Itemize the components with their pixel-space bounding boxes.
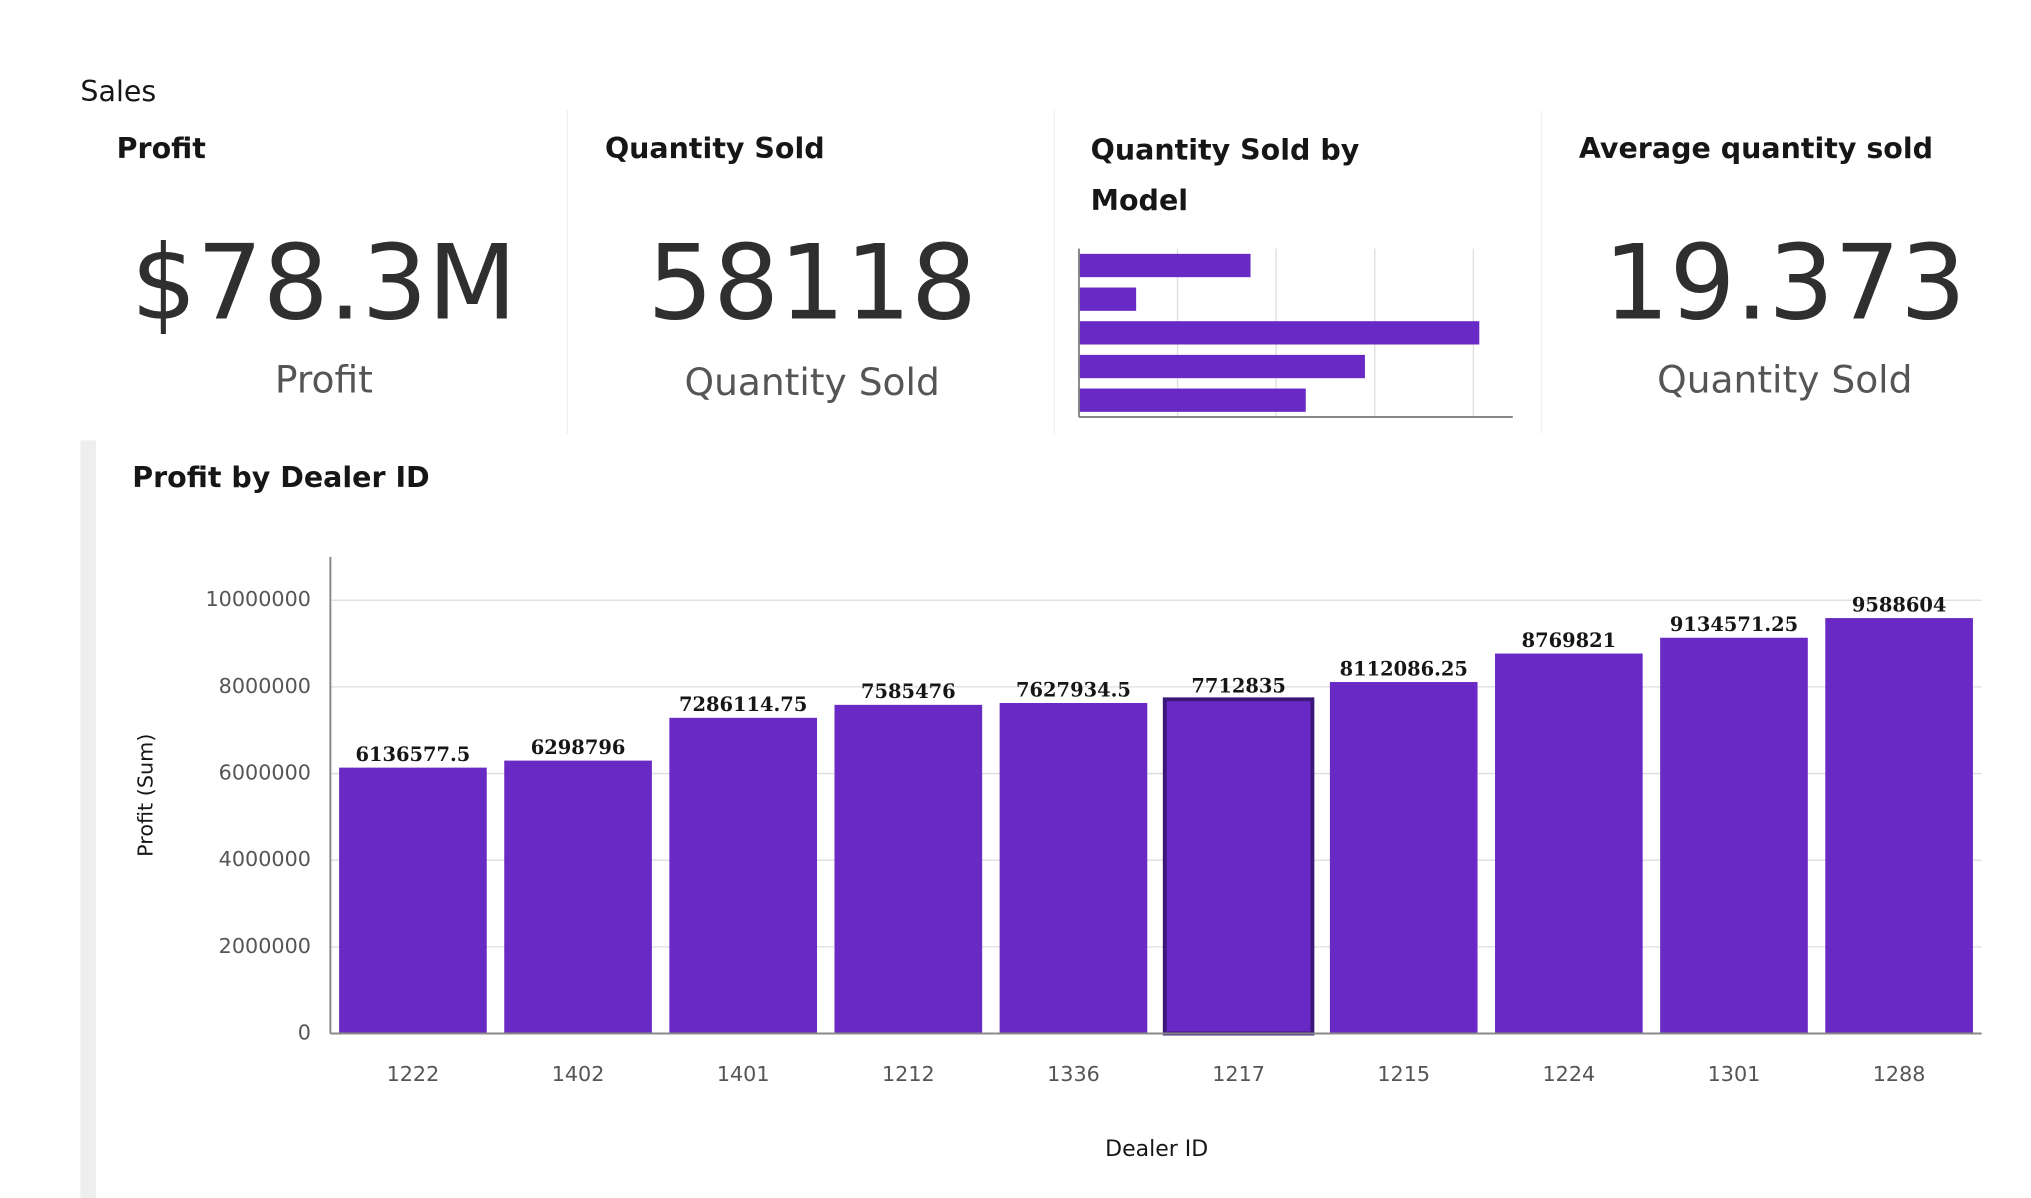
kpi-label: Quantity Sold bbox=[1657, 358, 1912, 402]
x-axis-title: Dealer ID bbox=[1105, 1137, 1208, 1162]
bar bbox=[1660, 637, 1808, 1034]
value-label: 7585476 bbox=[861, 680, 956, 703]
x-tick-label: 1215 bbox=[1377, 1062, 1430, 1086]
y-tick-label: 6000000 bbox=[219, 761, 311, 785]
bar bbox=[1078, 321, 1480, 345]
x-tick-label: 1217 bbox=[1212, 1062, 1265, 1086]
kpi-label: Quantity Sold bbox=[685, 360, 940, 404]
value-label: 8769821 bbox=[1522, 629, 1617, 652]
bar bbox=[1329, 682, 1478, 1034]
page-title: Sales bbox=[80, 75, 156, 108]
x-tick-label: 1402 bbox=[552, 1062, 605, 1086]
x-tick-label: 1224 bbox=[1542, 1062, 1595, 1086]
bar bbox=[1495, 653, 1643, 1034]
kpi-value: 19.373 bbox=[1604, 223, 1967, 343]
x-tick-label: 1401 bbox=[717, 1062, 770, 1086]
y-tick-label: 10000000 bbox=[205, 587, 310, 611]
tile-title: Average quantity sold bbox=[1579, 132, 1933, 165]
bar bbox=[1825, 618, 1973, 1034]
tile-title-box: Quantity Sold by Model bbox=[1090, 134, 1360, 218]
chart-title: Profit by Dealer ID bbox=[132, 461, 430, 494]
bar bbox=[1078, 388, 1306, 412]
tile-title: Profit bbox=[117, 132, 206, 165]
value-label: 7627934.5 bbox=[1016, 678, 1131, 701]
y-axis-title: Profit (Sum) bbox=[133, 734, 157, 857]
value-label: 7286114.75 bbox=[679, 693, 807, 716]
value-label: 6136577.5 bbox=[356, 743, 471, 766]
x-tick-label: 1301 bbox=[1708, 1062, 1761, 1086]
bar bbox=[339, 767, 487, 1034]
y-tick-label: 8000000 bbox=[219, 674, 311, 698]
kpi-value: 58118 bbox=[647, 223, 977, 343]
bar bbox=[504, 760, 652, 1034]
y-tick-label: 2000000 bbox=[219, 934, 311, 958]
x-tick-label: 1336 bbox=[1047, 1062, 1100, 1086]
x-tick-label: 1288 bbox=[1873, 1062, 1926, 1086]
y-tick-label: 0 bbox=[298, 1021, 311, 1045]
y-tick-label: 4000000 bbox=[219, 847, 311, 871]
bar bbox=[1078, 253, 1251, 278]
panel-edge bbox=[80, 440, 96, 1198]
kpi-value: $78.3M bbox=[131, 223, 517, 343]
x-tick-label: 1212 bbox=[882, 1062, 935, 1086]
tile-title: Quantity Sold by Model bbox=[1090, 134, 1360, 218]
value-label: 7712835 bbox=[1191, 675, 1286, 698]
x-tick-label: 1222 bbox=[387, 1062, 440, 1086]
bar bbox=[1078, 354, 1365, 379]
bar bbox=[834, 704, 983, 1034]
bar bbox=[1162, 697, 1315, 1036]
bar bbox=[669, 717, 818, 1034]
value-label: 6298796 bbox=[531, 736, 626, 759]
bar bbox=[999, 703, 1148, 1034]
kpi-label: Profit bbox=[275, 358, 373, 402]
value-label: 9588604 bbox=[1852, 593, 1947, 616]
tile-title: Quantity Sold bbox=[605, 132, 825, 165]
value-label: 8112086.25 bbox=[1340, 657, 1468, 680]
value-label: 9134571.25 bbox=[1670, 613, 1798, 636]
bar bbox=[1078, 287, 1137, 311]
